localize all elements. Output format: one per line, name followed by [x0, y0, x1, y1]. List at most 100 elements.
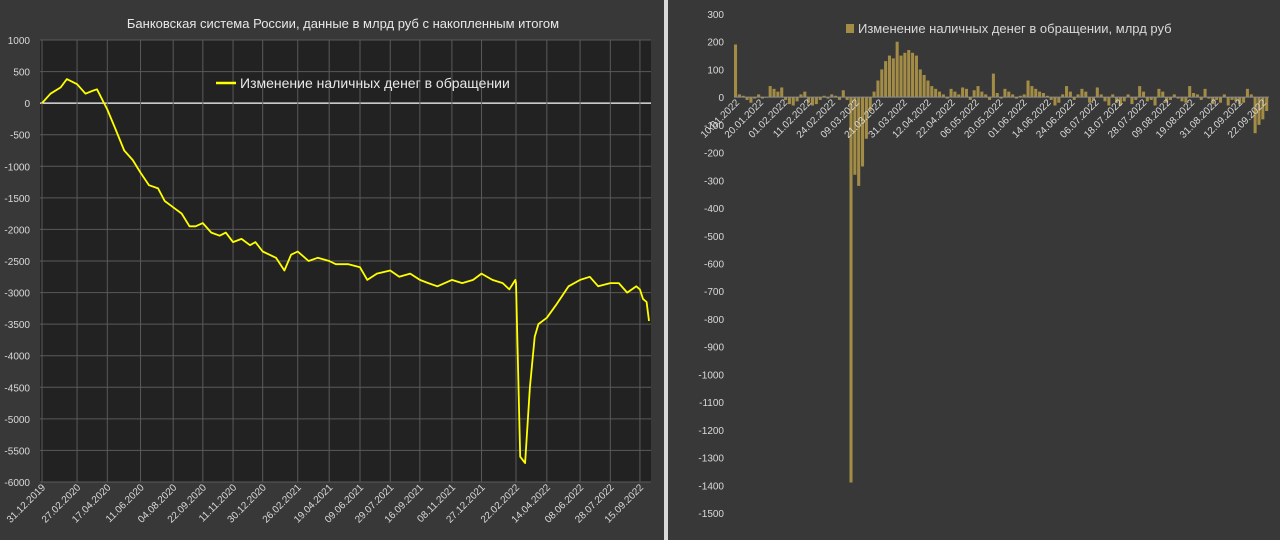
bar [914, 55, 918, 98]
bar [1103, 97, 1107, 102]
bar [1261, 97, 1265, 120]
y-tick-label: -5000 [4, 415, 30, 426]
y-tick-label: -800 [704, 315, 724, 326]
bar [745, 97, 749, 100]
bar [1153, 97, 1157, 106]
bar [1111, 94, 1115, 98]
bar [1149, 97, 1153, 100]
bar [1141, 91, 1146, 98]
bar [926, 80, 930, 98]
y-tick-label: -2500 [4, 257, 30, 268]
bar [741, 95, 745, 98]
y-tick-label: -1000 [4, 162, 30, 173]
bar [1065, 86, 1069, 98]
y-tick-label: 300 [707, 10, 724, 21]
bar [1061, 94, 1065, 98]
bar [1011, 94, 1015, 98]
bar [1041, 93, 1045, 98]
bar [734, 44, 738, 98]
y-tick-label: -1500 [698, 509, 724, 520]
bar [1130, 97, 1134, 105]
bar [768, 86, 772, 98]
bar [1034, 88, 1038, 98]
bar [1172, 94, 1176, 98]
bar [849, 97, 853, 483]
bar [799, 94, 803, 98]
bar [1134, 97, 1138, 100]
bar [1192, 93, 1196, 98]
bar [834, 95, 838, 98]
bar [818, 97, 822, 100]
y-tick-label: -100 [704, 121, 724, 132]
bar [1195, 94, 1199, 98]
y-tick-label: -1300 [698, 454, 724, 465]
y-tick-label: -4000 [4, 352, 30, 363]
y-tick-label: -2000 [4, 225, 30, 236]
bar [1265, 97, 1269, 112]
bar [1215, 97, 1219, 100]
weekly-cash-change-chart: 300 200 100 0 -100 -200 -300 -400 -500 -600 -700 -8… [698, 10, 1269, 520]
bar [1245, 88, 1249, 98]
bar [903, 52, 907, 98]
y-tick-label: 100 [707, 65, 724, 76]
bar [941, 94, 945, 98]
y-tick-label: -400 [704, 204, 724, 215]
bar [837, 97, 841, 100]
bar [1088, 97, 1092, 103]
bar [899, 55, 903, 98]
bar [1238, 97, 1242, 105]
bar [1026, 80, 1030, 98]
y-tick-label: 200 [707, 38, 724, 49]
bar [930, 86, 934, 98]
bar [1161, 91, 1165, 98]
bar [795, 97, 799, 102]
bar [864, 97, 868, 139]
y-tick-label: -500 [10, 131, 30, 142]
bar [937, 91, 942, 98]
bar [895, 41, 899, 98]
bar [1091, 97, 1095, 100]
bar [887, 55, 892, 98]
bar [803, 91, 807, 98]
bar [991, 73, 995, 98]
bar [1157, 88, 1161, 98]
legend: Изменение наличных денег в обращении, мл… [846, 21, 1172, 36]
bar [1249, 94, 1253, 98]
bar [949, 88, 953, 98]
bar [980, 91, 984, 98]
y-tick-label: -1200 [698, 426, 724, 437]
bar [1222, 94, 1226, 98]
bar [872, 91, 876, 98]
y-tick-label: 1000 [8, 36, 31, 47]
cumulative-cash-chart: Банковская система России, данные в млрд… [4, 16, 651, 526]
bar [814, 97, 818, 105]
bar [822, 95, 826, 98]
y-tick-label: 0 [718, 93, 724, 104]
bar [964, 88, 968, 98]
bar [907, 50, 911, 98]
bar [861, 97, 865, 167]
bar [1168, 97, 1172, 100]
bar [1257, 97, 1261, 125]
bar [1165, 97, 1169, 103]
bar [1118, 97, 1122, 106]
bar [999, 97, 1003, 99]
bar [972, 90, 976, 98]
y-tick-label: -3000 [4, 289, 30, 300]
bar [1207, 97, 1211, 99]
bar [880, 69, 884, 98]
y-tick-label: -200 [704, 149, 724, 160]
y-tick-label: 500 [13, 68, 30, 79]
bar [1138, 86, 1142, 98]
legend: Изменение наличных денег в обращении [216, 75, 510, 91]
bar [1115, 97, 1119, 103]
bar [1188, 86, 1192, 98]
bar [1253, 97, 1257, 134]
bar [772, 88, 776, 98]
y-tick-label: -1400 [698, 481, 724, 492]
bar [968, 97, 972, 100]
bar [988, 97, 992, 100]
bar [807, 97, 811, 103]
bar [1022, 94, 1026, 98]
bar [1076, 94, 1080, 98]
